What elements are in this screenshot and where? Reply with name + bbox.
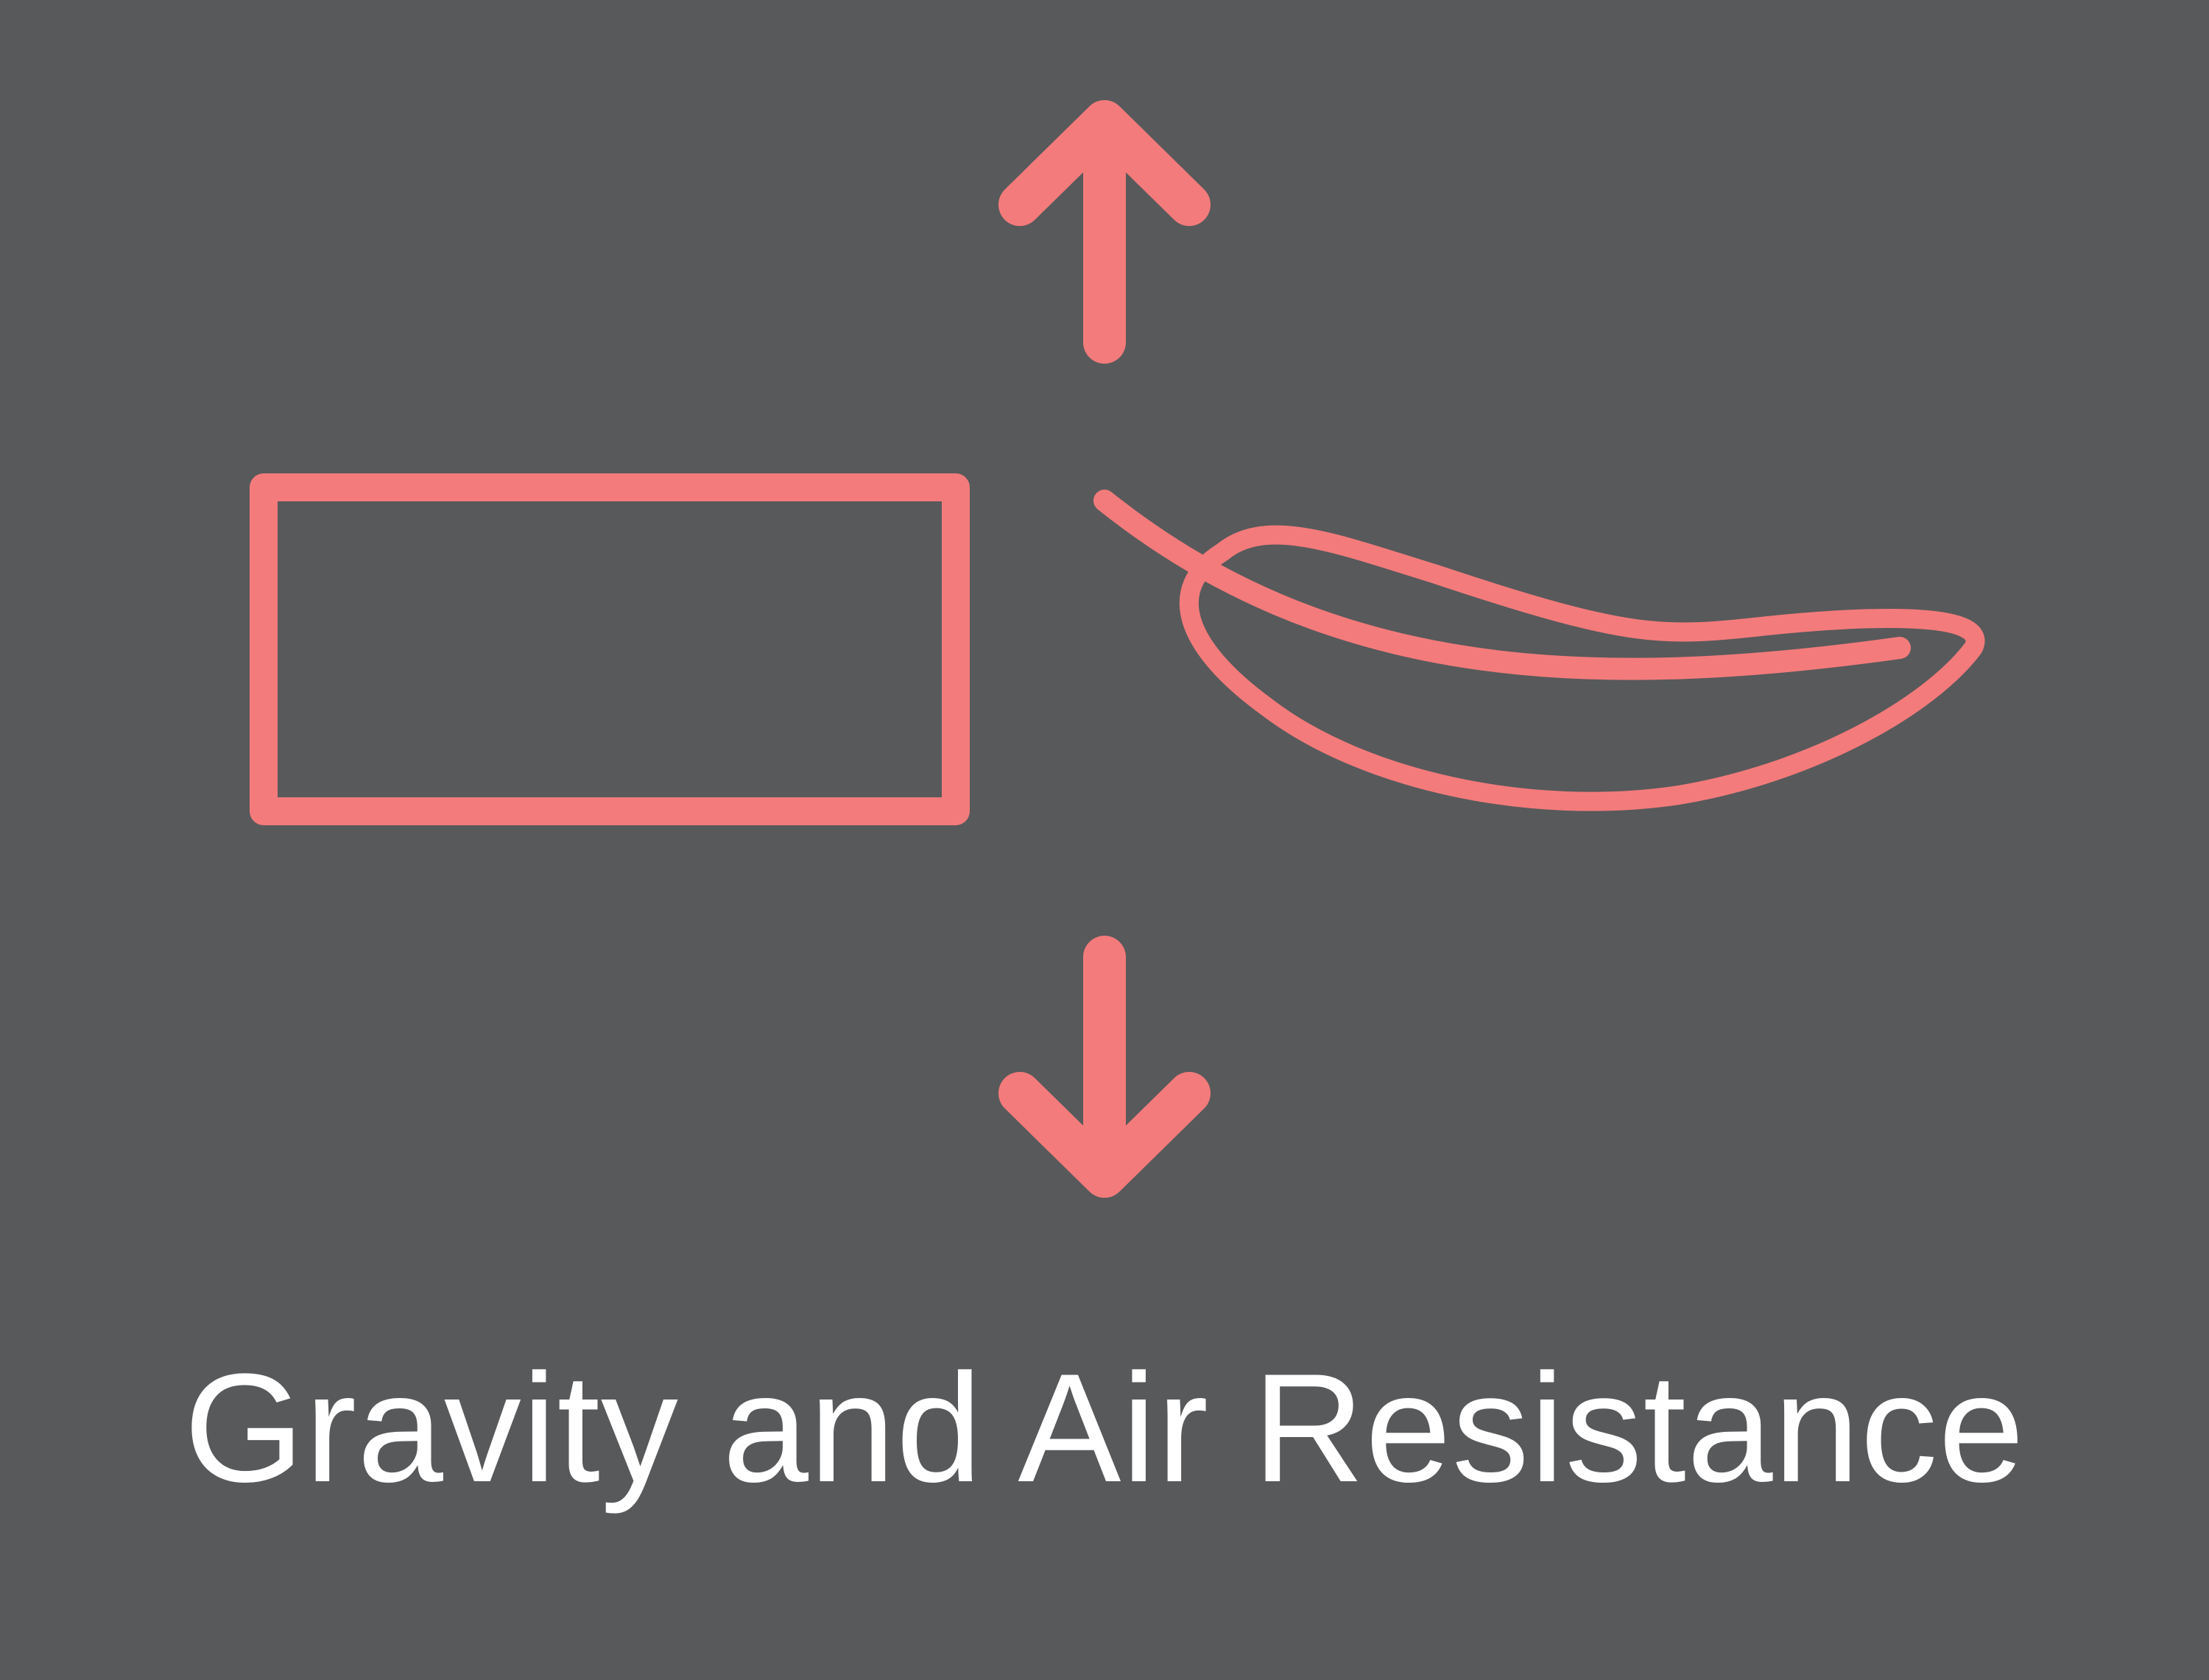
arrow-down-icon — [998, 936, 1211, 1198]
arrow-up-icon — [998, 100, 1211, 364]
feather-icon — [1093, 490, 1985, 811]
rectangle-box-icon — [250, 473, 970, 825]
diagram-title: Gravity and Air Resistance — [183, 1341, 2026, 1514]
